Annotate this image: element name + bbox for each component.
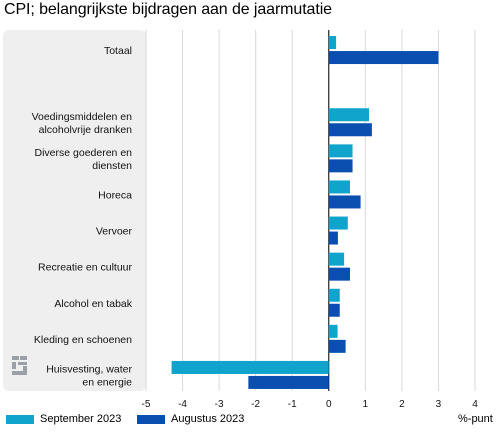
bar-september xyxy=(328,36,337,50)
x-tick-label: -1 xyxy=(288,399,297,410)
chart-title: CPI; belangrijkste bijdragen aan de jaar… xyxy=(4,1,332,18)
legend-label-september: September 2023 xyxy=(40,413,122,425)
bar-september xyxy=(328,324,338,338)
bar-augustus xyxy=(328,51,439,65)
legend-label-augustus: Augustus 2023 xyxy=(171,413,245,425)
bar-augustus xyxy=(248,375,329,389)
bar-augustus xyxy=(328,231,338,245)
axis-unit-label: %-punt xyxy=(458,413,493,425)
bar-augustus xyxy=(328,195,361,209)
category-label: Horeca xyxy=(98,189,132,201)
bar-september xyxy=(328,252,345,266)
category-label: Diverse goederen en diensten xyxy=(35,147,133,172)
category-label: Voedingsmiddelen en alcoholvrije dranken xyxy=(32,111,133,136)
bar-september xyxy=(328,108,369,122)
x-tick-label: 1 xyxy=(363,399,369,410)
x-tick-label: 3 xyxy=(436,399,442,410)
bar-september xyxy=(328,180,350,194)
bar-september xyxy=(328,288,340,302)
bar-augustus xyxy=(328,303,340,317)
x-tick-label: -3 xyxy=(215,399,224,410)
x-tick-label: -2 xyxy=(251,399,260,410)
x-tick-label: 2 xyxy=(399,399,405,410)
legend-item-september: September 2023 xyxy=(6,413,121,425)
cbs-logo-icon xyxy=(12,356,27,375)
x-tick-label: -5 xyxy=(142,399,151,410)
bar-augustus xyxy=(328,267,350,281)
category-label: Huisvesting, water en energie xyxy=(46,363,132,388)
x-tick-label: -4 xyxy=(178,399,187,410)
bar-september xyxy=(328,216,348,230)
x-tick-label: 0 xyxy=(326,399,332,410)
legend-item-augustus: Augustus 2023 xyxy=(137,413,244,425)
category-label: Kleding en schoenen xyxy=(34,334,132,346)
category-label: Vervoer xyxy=(96,226,133,238)
bar-september xyxy=(171,360,329,374)
x-tick-label: 4 xyxy=(472,399,478,410)
category-label: Recreatie en cultuur xyxy=(38,262,132,274)
legend-swatch-september xyxy=(6,414,34,424)
bar-september xyxy=(328,144,353,158)
category-label: Totaal xyxy=(104,45,132,57)
category-label: Alcohol en tabak xyxy=(54,298,132,310)
legend-swatch-augustus xyxy=(137,414,165,424)
bar-augustus xyxy=(328,159,353,173)
category-label-panel xyxy=(3,30,146,391)
bar-augustus xyxy=(328,339,346,353)
bar-augustus xyxy=(328,123,372,137)
